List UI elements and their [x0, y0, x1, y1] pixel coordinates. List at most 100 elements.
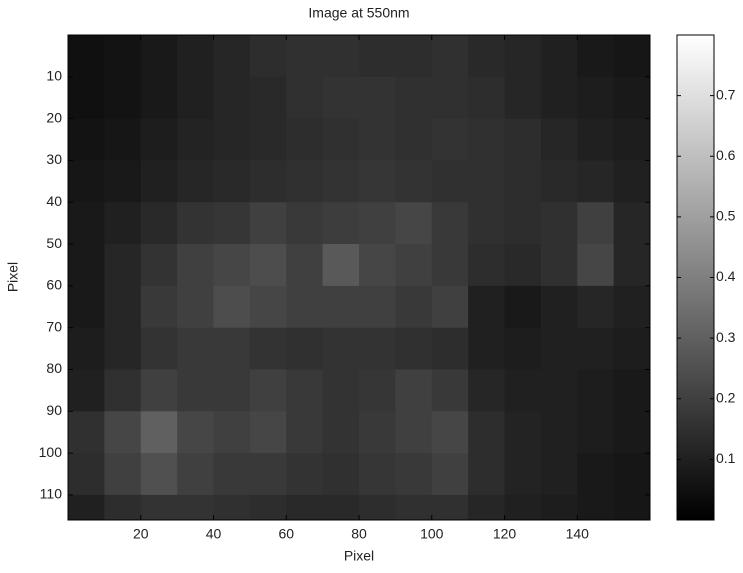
- heatmap-cell: [286, 328, 323, 370]
- colorbar: [677, 35, 714, 520]
- y-tick-label: 110: [40, 486, 63, 502]
- heatmap-cell: [141, 495, 178, 521]
- heatmap-cell: [250, 202, 287, 244]
- heatmap-cell: [286, 286, 323, 328]
- heatmap-cell: [577, 77, 614, 119]
- heatmap-cell: [323, 411, 360, 453]
- heatmap-cell: [68, 495, 105, 521]
- heatmap-cell: [104, 286, 141, 328]
- y-axis-label: Pixel: [5, 262, 21, 292]
- heatmap-cell: [214, 77, 251, 119]
- heatmap-cell: [541, 160, 578, 202]
- y-tick-label: 30: [46, 151, 62, 167]
- heatmap-cell: [432, 453, 469, 495]
- y-tick-label: 80: [46, 360, 62, 376]
- heatmap-cell: [323, 202, 360, 244]
- heatmap-cell: [468, 453, 505, 495]
- heatmap-cell: [468, 244, 505, 286]
- heatmap-cell: [104, 35, 141, 77]
- heatmap-cell: [286, 160, 323, 202]
- heatmap-cell: [359, 244, 396, 286]
- heatmap-cell: [104, 411, 141, 453]
- heatmap-cell: [395, 35, 432, 77]
- heatmap-cell: [614, 119, 651, 161]
- heatmap-cell: [541, 35, 578, 77]
- y-tick-label: 70: [46, 318, 62, 334]
- colorbar-tick-label: 0.4: [716, 268, 736, 284]
- colorbar-tick-label: 0.3: [716, 329, 736, 345]
- heatmap-cell: [141, 35, 178, 77]
- heatmap-cell: [359, 328, 396, 370]
- heatmap-cell: [68, 411, 105, 453]
- heatmap-cell: [177, 202, 214, 244]
- heatmap-cell: [68, 369, 105, 411]
- heatmap-cell: [141, 160, 178, 202]
- y-tick-label: 50: [46, 235, 62, 251]
- heatmap-cell: [141, 119, 178, 161]
- heatmap-cell: [104, 77, 141, 119]
- heatmap-cell: [577, 369, 614, 411]
- heatmap-cell: [68, 328, 105, 370]
- x-tick-label: 140: [566, 526, 590, 542]
- heatmap-cell: [141, 244, 178, 286]
- heatmap-cell: [395, 495, 432, 521]
- y-tick-label: 100: [39, 444, 63, 460]
- heatmap-cell: [432, 35, 469, 77]
- heatmap-cell: [432, 244, 469, 286]
- heatmap-cell: [250, 160, 287, 202]
- heatmap-cell: [614, 453, 651, 495]
- y-tick-label: 20: [46, 109, 62, 125]
- heatmap-cell: [505, 411, 542, 453]
- heatmap-cell: [577, 202, 614, 244]
- heatmap-cell: [505, 77, 542, 119]
- heatmap-cell: [395, 160, 432, 202]
- heatmap-cell: [141, 369, 178, 411]
- heatmap-cell: [614, 495, 651, 521]
- heatmap-cell: [286, 35, 323, 77]
- heatmap-cell: [577, 328, 614, 370]
- heatmap-cell: [323, 453, 360, 495]
- colorbar-tick-label: 0.1: [716, 450, 736, 466]
- heatmap-cell: [359, 369, 396, 411]
- colorbar-tick-label: 0.2: [716, 389, 736, 405]
- heatmap-cell: [468, 411, 505, 453]
- heatmap-cell: [286, 495, 323, 521]
- heatmap-cell: [468, 202, 505, 244]
- heatmap-cell: [323, 77, 360, 119]
- heatmap-cell: [359, 453, 396, 495]
- heatmap-cell: [323, 160, 360, 202]
- heatmap-cell: [395, 119, 432, 161]
- heatmap-cell: [250, 411, 287, 453]
- heatmap-cell: [468, 119, 505, 161]
- heatmap-cell: [432, 411, 469, 453]
- heatmap-cell: [250, 369, 287, 411]
- heatmap-cell: [541, 411, 578, 453]
- heatmap-cell: [432, 77, 469, 119]
- heatmap-cell: [505, 244, 542, 286]
- heatmap-cell: [577, 160, 614, 202]
- x-tick-label: 40: [206, 526, 222, 542]
- heatmap-cell: [541, 77, 578, 119]
- heatmap-cell: [468, 35, 505, 77]
- heatmap-cell: [432, 286, 469, 328]
- heatmap-cell: [395, 328, 432, 370]
- heatmap-cell: [68, 160, 105, 202]
- heatmap-cell: [177, 119, 214, 161]
- heatmap-cell: [505, 35, 542, 77]
- heatmap-cell: [614, 35, 651, 77]
- heatmap-cell: [141, 453, 178, 495]
- heatmap-cell: [541, 202, 578, 244]
- heatmap-cell: [250, 453, 287, 495]
- heatmap-cell: [323, 369, 360, 411]
- heatmap-cell: [505, 495, 542, 521]
- heatmap-cell: [104, 202, 141, 244]
- heatmap-cell: [432, 160, 469, 202]
- heatmap-cell: [359, 411, 396, 453]
- heatmap-cell: [177, 35, 214, 77]
- heatmap-cell: [395, 453, 432, 495]
- heatmap-cell: [541, 453, 578, 495]
- y-tick-label: 10: [46, 68, 62, 84]
- heatmap-cell: [286, 453, 323, 495]
- chart-title: Image at 550nm: [308, 5, 409, 21]
- heatmap-cell: [177, 244, 214, 286]
